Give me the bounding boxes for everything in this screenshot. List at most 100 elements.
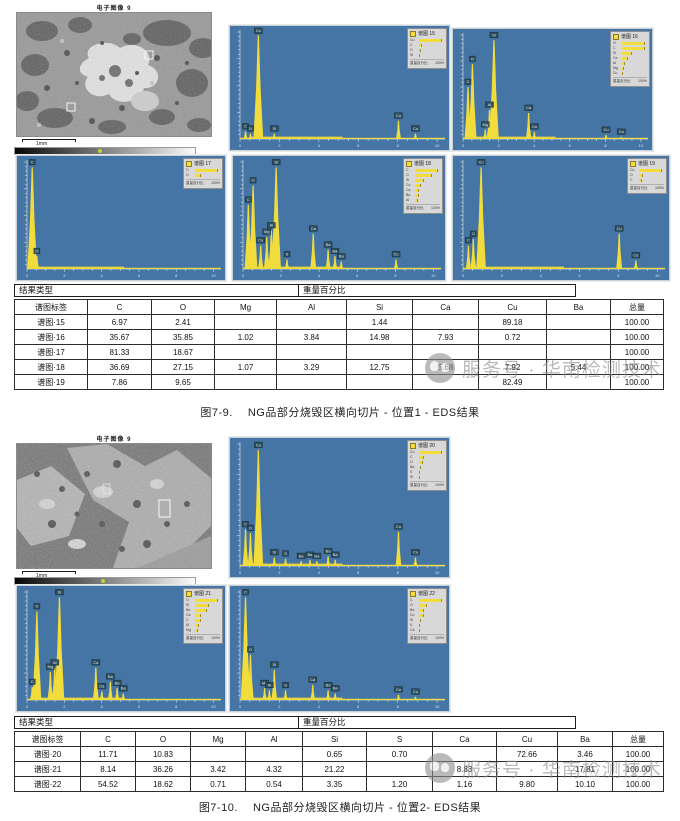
column-header: 谱图标签 (14, 731, 81, 747)
value-cell (366, 761, 433, 777)
spectrum-legend: 谱图 20 Cu C O Ba S Si 重量百分比 100% (407, 440, 447, 491)
legend-bar (419, 460, 424, 464)
svg-text:Mg: Mg (262, 680, 268, 685)
svg-text:Ca: Ca (99, 684, 105, 689)
sem-image-title: 电子图像 9 (96, 437, 132, 443)
legend-bar (639, 168, 662, 172)
scale-bar-label: 1mm (36, 573, 48, 579)
svg-text:Ba: Ba (326, 548, 332, 553)
value-cell (214, 344, 277, 360)
legend-bar-row: Al (613, 61, 647, 65)
legend-bar (419, 470, 421, 474)
svg-text:Si: Si (58, 590, 62, 595)
svg-text:4: 4 (540, 273, 543, 278)
svg-text:6: 6 (138, 273, 141, 278)
svg-text:S: S (286, 252, 289, 257)
column-header: O (135, 731, 191, 747)
legend-bar (415, 183, 421, 187)
spectrum-legend: 谱图 18 C O Si Cu Ca Ba Al 重量百分比 100% (403, 158, 443, 214)
column-header: Ba (557, 731, 613, 747)
svg-text:0: 0 (462, 143, 465, 148)
legend-bar-row: C (410, 455, 444, 459)
value-cell (412, 314, 479, 330)
legend-bar-row: Ba (410, 608, 444, 612)
value-cell (496, 761, 558, 777)
legend-bar-row: C (186, 168, 220, 172)
legend-bar-row: Ca (410, 628, 444, 632)
svg-text:4: 4 (533, 143, 536, 148)
legend-bar (415, 173, 433, 177)
svg-text:Si: Si (273, 126, 277, 131)
legend-bar (622, 61, 626, 65)
svg-text:4: 4 (100, 704, 103, 709)
value-cell: 36.26 (135, 761, 191, 777)
legend-bar-row: O (186, 173, 220, 177)
table-row: 谱图·17 81.33 18.67 100.00 (14, 344, 664, 360)
legend-footer: 重量百分比 100% (186, 634, 220, 640)
eds-spectrum-panel-17: 0 2 4 6 8 10 C O 谱图 17 C O 重量百分比 100% (16, 155, 226, 281)
svg-text:Cu: Cu (413, 550, 418, 555)
value-cell (478, 344, 547, 360)
legend-bar (415, 178, 424, 182)
value-cell: 7.92 (478, 359, 547, 375)
svg-text:10: 10 (431, 273, 436, 278)
value-cell: 100.00 (610, 374, 664, 390)
value-cell (546, 329, 611, 345)
grayscale-gradient-bar (14, 147, 196, 155)
legend-bar (415, 188, 420, 192)
value-cell (546, 314, 611, 330)
svg-text:Ba: Ba (121, 686, 127, 691)
sem-image-title: 电子图像 9 (96, 6, 132, 12)
svg-text:8: 8 (175, 704, 178, 709)
svg-text:8: 8 (397, 570, 400, 575)
svg-text:10: 10 (211, 273, 216, 278)
svg-text:Ba: Ba (326, 242, 332, 247)
legend-bar (419, 618, 422, 622)
svg-text:10: 10 (435, 704, 440, 709)
legend-swatch (186, 591, 192, 597)
legend-bar-row: S (410, 623, 444, 627)
legend-bar (419, 38, 442, 42)
table-row: 谱图·20 11.71 10.83 0.65 0.70 72.66 3.46 100.00 (14, 746, 664, 762)
legend-footer: 重量百分比 100% (410, 634, 444, 640)
spectrum-legend: 谱图 15 Cu C O Si 重量百分比 100% (407, 28, 447, 69)
legend-bar (622, 51, 633, 55)
value-cell: 36.69 (87, 359, 152, 375)
svg-text:Ca: Ca (526, 105, 532, 110)
legend-bar-row: O (406, 173, 440, 177)
value-cell (276, 344, 347, 360)
column-header: Mg (190, 731, 246, 747)
legend-title: 谱图 15 (418, 31, 435, 37)
svg-text:2: 2 (63, 273, 66, 278)
svg-text:8: 8 (394, 273, 397, 278)
legend-bar-row: O (613, 41, 647, 45)
svg-text:8: 8 (397, 704, 400, 709)
table-header-row: 谱图标签 C O Mg Al Si S Ca Cu Ba 总量 (14, 731, 664, 747)
result-type-cell: 结果类型 (14, 716, 299, 729)
svg-text:10: 10 (639, 143, 644, 148)
svg-text:0: 0 (26, 704, 29, 709)
legend-bar-row: Cu (410, 613, 444, 617)
svg-text:Al: Al (270, 223, 274, 228)
legend-bar (419, 613, 424, 617)
svg-text:C: C (31, 679, 34, 684)
value-cell: 7.93 (412, 329, 479, 345)
legend-footer: 重量百分比 100% (630, 184, 664, 190)
legend-bar (195, 613, 202, 617)
table-row: 谱图·16 35.67 35.85 1.02 3.84 14.98 7.93 0.72 100.… (14, 329, 664, 345)
column-header: Mg (214, 299, 277, 315)
svg-text:Mg: Mg (482, 122, 488, 127)
legend-bar (639, 173, 643, 177)
value-cell: 0.65 (302, 746, 367, 762)
legend-bar-row: Al (186, 623, 220, 627)
value-cell (276, 314, 347, 330)
value-cell: 100.00 (610, 314, 664, 330)
svg-text:O: O (35, 248, 38, 253)
eds-spectrum-panel-15: 0 2 4 6 8 10 C O Cu Si Cu Cu 谱图 15 Cu C O Si 重量百分比 100% (229, 25, 450, 151)
legend-bar (622, 41, 645, 45)
value-cell (214, 374, 277, 390)
